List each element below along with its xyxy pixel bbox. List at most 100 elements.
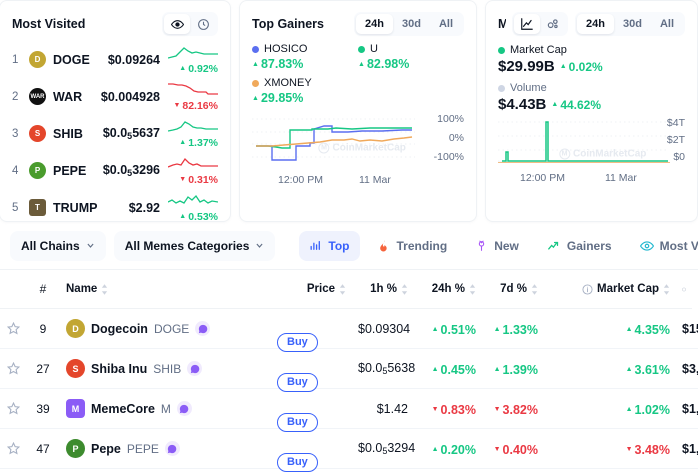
buy-button-wrap-0: Buy: [277, 332, 318, 352]
coin-logo: P: [66, 439, 85, 458]
categories-dropdown-label: All Memes Categories: [124, 238, 250, 253]
col-price[interactable]: Price: [258, 270, 352, 309]
rank-cell: 47: [26, 428, 60, 469]
list-item[interactable]: 4 P PEPE $0.053296 ▼ 0.31%: [12, 152, 218, 189]
market-cap-title: M: [498, 17, 506, 31]
caret-up-icon: ▲: [551, 101, 559, 108]
cmc-ai-icon[interactable]: [187, 361, 203, 376]
range-all[interactable]: All: [438, 18, 453, 30]
market-cap-value: $29.99B: [498, 58, 555, 75]
legend-item-xmoney[interactable]: XMONEY ▲ 29.85%: [252, 77, 358, 105]
col-24h-label: 24h %: [431, 283, 465, 295]
change-badge: ▼ 0.31%: [179, 173, 218, 186]
volume-cell-clipped: [692, 348, 698, 389]
star-icon[interactable]: [6, 322, 20, 335]
volume-cell-clipped: [692, 428, 698, 469]
info-icon[interactable]: [682, 284, 686, 295]
range-all[interactable]: All: [659, 18, 674, 30]
coin-logo: D: [66, 319, 85, 338]
favorite-cell[interactable]: [0, 388, 26, 429]
legend-item-hosico[interactable]: HOSICO ▲ 87.83%: [252, 43, 358, 71]
chart-x-axis: 12:00 PM 11 Mar: [498, 172, 685, 184]
cmc-ai-icon[interactable]: [176, 401, 192, 416]
tab-most-visited[interactable]: Most Visited: [630, 231, 698, 261]
coin-symbol: SHIB: [153, 361, 182, 376]
legend-item-u[interactable]: U ▲ 82.98%: [358, 43, 464, 71]
list-item[interactable]: 3 S SHIB $0.055637 ▲ 1.37%: [12, 115, 218, 152]
sort-icon: [469, 283, 476, 295]
favorite-cell[interactable]: [0, 348, 26, 389]
buy-button[interactable]: Buy: [277, 412, 318, 432]
coin-logo: S: [29, 125, 46, 142]
name-cell[interactable]: S Shiba Inu SHIB: [60, 348, 258, 389]
market-cap-card: M 24h 30d All: [485, 0, 698, 222]
coin-price: $0.004928: [100, 89, 160, 104]
market-cap-range-toggle[interactable]: 24h 30d All: [575, 12, 685, 36]
star-icon[interactable]: [6, 442, 20, 455]
sort-icon: [401, 283, 408, 295]
info-icon[interactable]: [582, 283, 593, 295]
coin-symbol: TRUMP: [53, 200, 98, 215]
buy-button[interactable]: Buy: [277, 332, 318, 352]
caret-down-icon: ▼: [173, 102, 181, 109]
top-gainers-range-toggle[interactable]: 24h 30d All: [354, 12, 464, 36]
col-7d[interactable]: 7d %: [482, 270, 544, 309]
cmc-ai-icon[interactable]: [164, 441, 180, 456]
table-row[interactable]: 47 P Pepe PEPE $0.053294 ▲ 0.20% ▼ 0.40% ▼…: [0, 428, 698, 469]
cmc-ai-icon[interactable]: [195, 321, 211, 336]
x-tick: 12:00 PM: [520, 172, 565, 184]
change-1h-cell: ▲ 0.51%: [414, 308, 482, 349]
list-item[interactable]: 1 D DOGE $0.09264 ▲ 0.92%: [12, 41, 218, 78]
col-1h[interactable]: 1h %: [352, 270, 414, 309]
star-icon[interactable]: [6, 402, 20, 415]
favorite-cell[interactable]: [0, 308, 26, 349]
eye-icon[interactable]: [164, 14, 190, 34]
coin-symbol: M: [160, 401, 171, 416]
name-cell[interactable]: M MemeCore M: [60, 388, 258, 429]
range-30d[interactable]: 30d: [622, 18, 642, 30]
price-cell: $0.055638: [352, 348, 415, 389]
clock-icon[interactable]: [190, 14, 216, 34]
market-cap-cell: $1,824,364,601: [676, 388, 698, 429]
sort-icon: [531, 283, 538, 295]
buy-button[interactable]: Buy: [277, 372, 318, 392]
x-tick: 11 Mar: [604, 172, 637, 184]
tab-top[interactable]: Top: [299, 230, 360, 261]
range-30d[interactable]: 30d: [401, 18, 421, 30]
col-market-cap[interactable]: Market Cap: [544, 270, 676, 309]
caret-up-icon: ▲: [493, 366, 501, 374]
caret-up-icon: ▲: [625, 406, 633, 414]
table-row[interactable]: 9 D Dogecoin DOGE $0.09304 ▲ 0.51% ▲ 1.33%…: [0, 308, 698, 349]
favorite-cell[interactable]: [0, 428, 26, 469]
list-item[interactable]: 5 T TRUMP $2.92 ▲ 0.53%: [12, 189, 218, 221]
name-cell[interactable]: P Pepe PEPE: [60, 428, 258, 469]
most-visited-view-toggle[interactable]: [162, 12, 218, 36]
tab-new[interactable]: New: [465, 231, 529, 261]
tab-trending[interactable]: Trending: [368, 231, 458, 261]
buy-button[interactable]: Buy: [277, 452, 318, 472]
tab-label: Trending: [396, 238, 448, 253]
range-24h[interactable]: 24h: [577, 14, 614, 34]
rank-cell: 39: [26, 388, 60, 429]
table-row[interactable]: 27 S Shiba Inu SHIB $0.055638 ▲ 0.45% ▲ 1.…: [0, 348, 698, 389]
bubble-chart-icon[interactable]: [540, 14, 566, 34]
list-item[interactable]: 2 WAR WAR $0.004928 ▼ 82.16%: [12, 78, 218, 115]
line-chart-icon[interactable]: [514, 14, 540, 34]
col-name[interactable]: Name: [60, 270, 258, 309]
chart-view-toggle[interactable]: [512, 12, 568, 36]
col-volume-clipped[interactable]: [676, 270, 692, 309]
table-row[interactable]: 39 M MemeCore M $1.42 ▼ 0.83% ▼ 3.82% ▲ 1.0…: [0, 388, 698, 429]
caret-up-icon: ▲: [431, 326, 439, 334]
col-24h[interactable]: 24h %: [414, 270, 482, 309]
coin-logo: M: [66, 399, 85, 418]
top-gainers-card: Top Gainers 24h 30d All HOSICO ▲ 87.83%: [239, 0, 477, 222]
tab-gainers[interactable]: Gainers: [537, 231, 622, 261]
name-cell[interactable]: D Dogecoin DOGE: [60, 308, 258, 349]
star-icon[interactable]: [6, 362, 20, 375]
coin-logo: WAR: [29, 88, 46, 105]
chains-dropdown[interactable]: All Chains: [10, 230, 106, 261]
caret-up-icon: ▲: [493, 326, 501, 334]
categories-dropdown[interactable]: All Memes Categories: [113, 230, 276, 261]
col-rank[interactable]: #: [26, 270, 60, 309]
range-24h[interactable]: 24h: [356, 14, 393, 34]
